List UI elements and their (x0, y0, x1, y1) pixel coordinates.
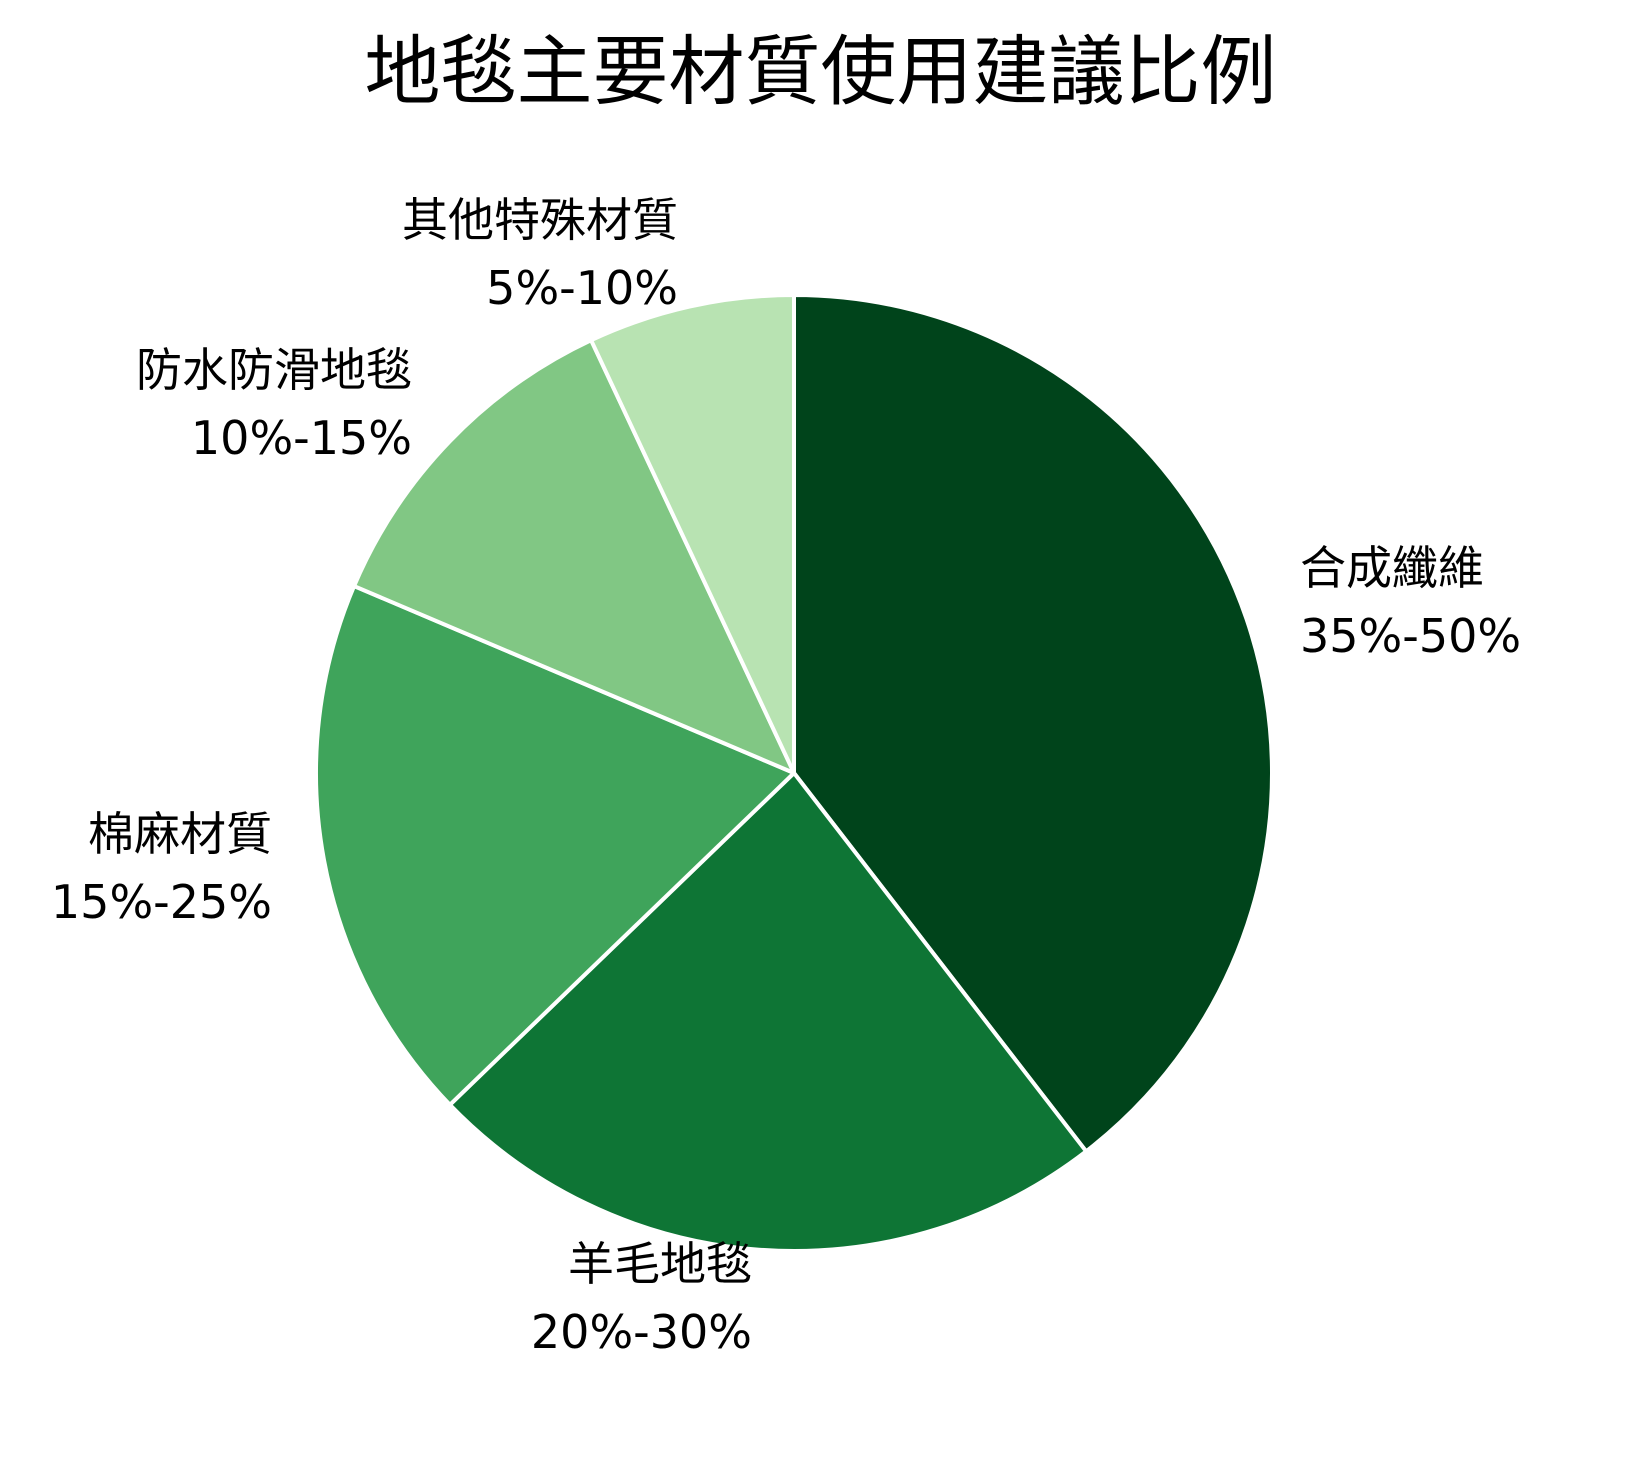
label-name: 其他特殊材質 (402, 193, 678, 247)
label-range: 35%-50% (1300, 609, 1522, 663)
slice-label-waterproof: 防水防滑地毯 10%-15% (0, 336, 412, 472)
label-range: 20%-30% (530, 1305, 752, 1359)
pie-slice-1 (447, 771, 1089, 1253)
label-name: 羊毛地毯 (568, 1237, 752, 1291)
slice-label-synthetic: 合成纖維 35%-50% (1300, 534, 1521, 670)
pie-slice-2 (314, 584, 796, 1107)
pie-slice-4 (589, 293, 796, 775)
slice-label-other: 其他特殊材質 5%-10% (200, 186, 678, 322)
label-range: 15%-25% (50, 875, 272, 929)
label-name: 棉麻材質 (88, 807, 272, 861)
pie-slice-3 (352, 338, 796, 775)
slice-label-cotton-linen: 棉麻材質 15%-25% (0, 800, 272, 936)
label-range: 10%-15% (190, 411, 412, 465)
label-name: 合成纖維 (1300, 541, 1484, 595)
slice-label-wool: 羊毛地毯 20%-30% (480, 1230, 752, 1366)
pie-slice-0 (792, 293, 1274, 1154)
label-name: 防水防滑地毯 (136, 343, 412, 397)
label-range: 5%-10% (486, 261, 678, 315)
chart-title: 地毯主要材質使用建議比例 (364, 27, 1277, 116)
